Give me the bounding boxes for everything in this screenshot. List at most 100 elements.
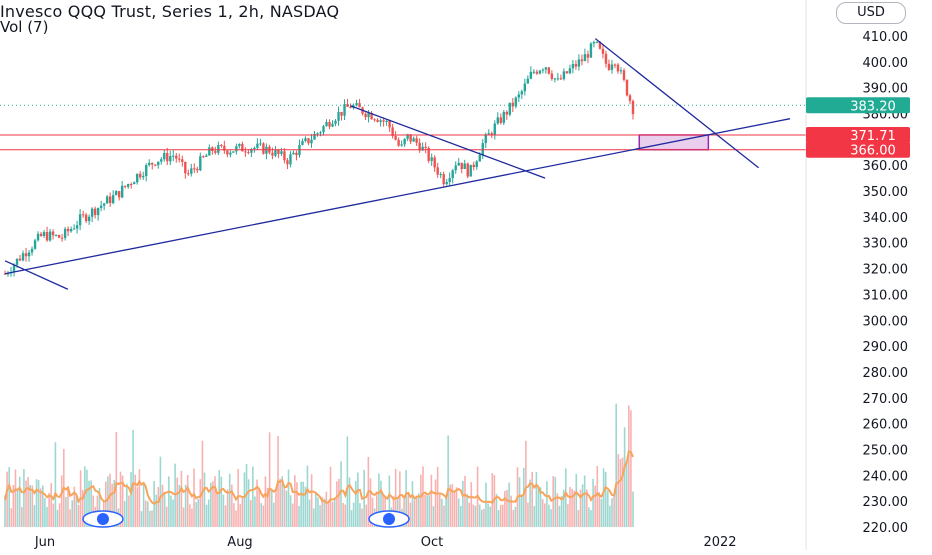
volume-bar <box>338 478 340 527</box>
price-tag-label: 371.71 <box>850 129 896 144</box>
candle-body <box>133 182 136 185</box>
candle <box>60 233 64 242</box>
volume-bar <box>625 460 628 527</box>
volume-bar <box>436 466 439 527</box>
volume-bar <box>294 475 296 527</box>
volume-bar <box>369 478 372 527</box>
candle-body <box>505 111 508 115</box>
candle <box>424 142 427 154</box>
x-tick-label: Oct <box>421 535 443 550</box>
price-tag: 366.00 <box>806 141 910 159</box>
candle-body <box>604 53 608 64</box>
candle-body <box>502 111 505 123</box>
candle <box>63 226 67 241</box>
dividend-marker <box>368 510 410 528</box>
candle-body <box>529 71 533 79</box>
candle <box>226 149 229 158</box>
candle <box>154 164 157 167</box>
candle-body <box>211 147 214 151</box>
volume-bar <box>592 478 594 527</box>
volume-bar <box>214 476 216 527</box>
volume-bar <box>371 497 374 527</box>
candles <box>3 40 635 277</box>
candle-body <box>535 71 539 74</box>
volume-bar <box>615 403 617 527</box>
candle-body <box>114 191 118 196</box>
volume-bar <box>621 457 624 527</box>
volume-bar <box>285 490 288 527</box>
volume-bar <box>472 504 475 527</box>
volume-bar <box>193 468 195 527</box>
candle <box>586 50 590 64</box>
volume-bar <box>159 456 162 527</box>
candle <box>337 106 340 126</box>
volume-indicator-label[interactable]: Vol (7) <box>0 18 49 36</box>
volume-bar <box>6 471 8 527</box>
price-axis[interactable]: 220.00 230.00 240.00 250.00 260.00 270.00 280.… <box>805 0 909 550</box>
y-tick-label: 270.00 <box>863 392 909 407</box>
volume-bar <box>426 495 428 527</box>
candle <box>388 119 391 132</box>
volume-bar <box>243 472 246 527</box>
candle <box>271 147 274 160</box>
volume-bar <box>361 508 363 527</box>
candle-body <box>136 173 139 183</box>
candle-body <box>433 157 436 168</box>
candle-body <box>586 54 590 58</box>
volume-bar <box>275 489 277 527</box>
candle-body <box>574 64 578 67</box>
candle <box>39 231 43 237</box>
volume-bar <box>417 493 420 527</box>
candle <box>319 130 322 137</box>
candle <box>538 69 542 75</box>
volume-bar <box>180 470 183 527</box>
candle-body <box>625 79 629 96</box>
volume-bar <box>518 477 521 527</box>
candle <box>517 91 521 103</box>
y-tick-label: 330.00 <box>863 237 909 252</box>
candle-body <box>340 111 343 116</box>
volume-bar <box>21 506 23 527</box>
candle <box>403 138 406 147</box>
volume-bar <box>552 476 554 527</box>
candle <box>223 140 226 154</box>
volume-bar <box>581 484 584 527</box>
candle-body <box>481 143 484 155</box>
volume-bar <box>411 481 414 527</box>
candle-body <box>148 162 151 166</box>
candle <box>117 190 121 201</box>
candle-body <box>451 170 454 179</box>
candle <box>27 249 31 262</box>
candle <box>172 150 175 162</box>
volume-bar <box>289 495 292 527</box>
candle <box>487 129 490 135</box>
candle-body <box>178 158 181 160</box>
candle-body <box>472 164 475 168</box>
candle-body <box>175 155 178 159</box>
candle-body <box>42 232 46 236</box>
candle-body <box>81 214 85 216</box>
candle <box>475 160 478 170</box>
candle-body <box>277 149 280 155</box>
candle-body <box>220 144 223 146</box>
volume-bar <box>31 485 34 527</box>
candle-body <box>307 138 310 144</box>
candle <box>262 142 265 155</box>
candle-body <box>24 253 28 257</box>
volume-bar <box>81 489 84 527</box>
time-axis[interactable]: Jun Aug Oct 2022 <box>34 535 737 550</box>
candle-body <box>274 149 277 156</box>
y-tick-label: 340.00 <box>863 211 909 226</box>
volume-bar <box>422 466 424 527</box>
volume-bar <box>445 495 447 527</box>
volume-bar <box>111 483 113 527</box>
candle-body <box>550 73 554 79</box>
candle <box>169 150 172 166</box>
candle-body <box>421 146 424 151</box>
candle-body <box>157 161 160 166</box>
trendline <box>594 38 760 169</box>
currency-button[interactable]: USD <box>836 2 906 24</box>
candle <box>331 120 334 128</box>
